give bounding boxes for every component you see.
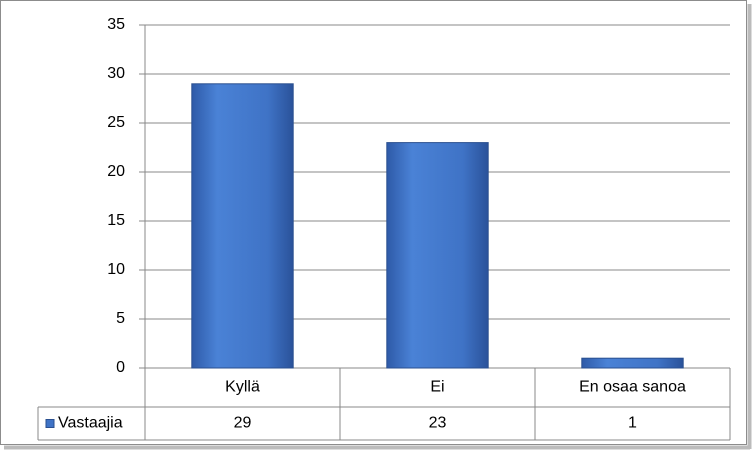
x-tick-label: Kyllä bbox=[225, 379, 260, 396]
y-tick-label: 10 bbox=[107, 261, 125, 278]
y-tick-label: 15 bbox=[107, 212, 125, 229]
y-tick-label: 20 bbox=[107, 163, 125, 180]
y-tick-label: 30 bbox=[107, 65, 125, 82]
bar bbox=[386, 142, 489, 369]
table-value: 23 bbox=[429, 415, 447, 432]
table-value: 1 bbox=[628, 415, 637, 432]
legend-label: Vastaajia bbox=[58, 415, 123, 432]
y-tick-label: 5 bbox=[116, 310, 125, 327]
table-value: 29 bbox=[234, 415, 252, 432]
y-tick-label: 0 bbox=[116, 359, 125, 376]
legend-marker bbox=[45, 419, 55, 428]
x-tick-label: En osaa sanoa bbox=[579, 379, 686, 396]
y-tick-label: 35 bbox=[107, 16, 125, 33]
y-tick-label: 25 bbox=[107, 114, 125, 131]
x-tick-label: Ei bbox=[430, 379, 444, 396]
bar bbox=[191, 83, 294, 369]
bar bbox=[581, 357, 684, 369]
